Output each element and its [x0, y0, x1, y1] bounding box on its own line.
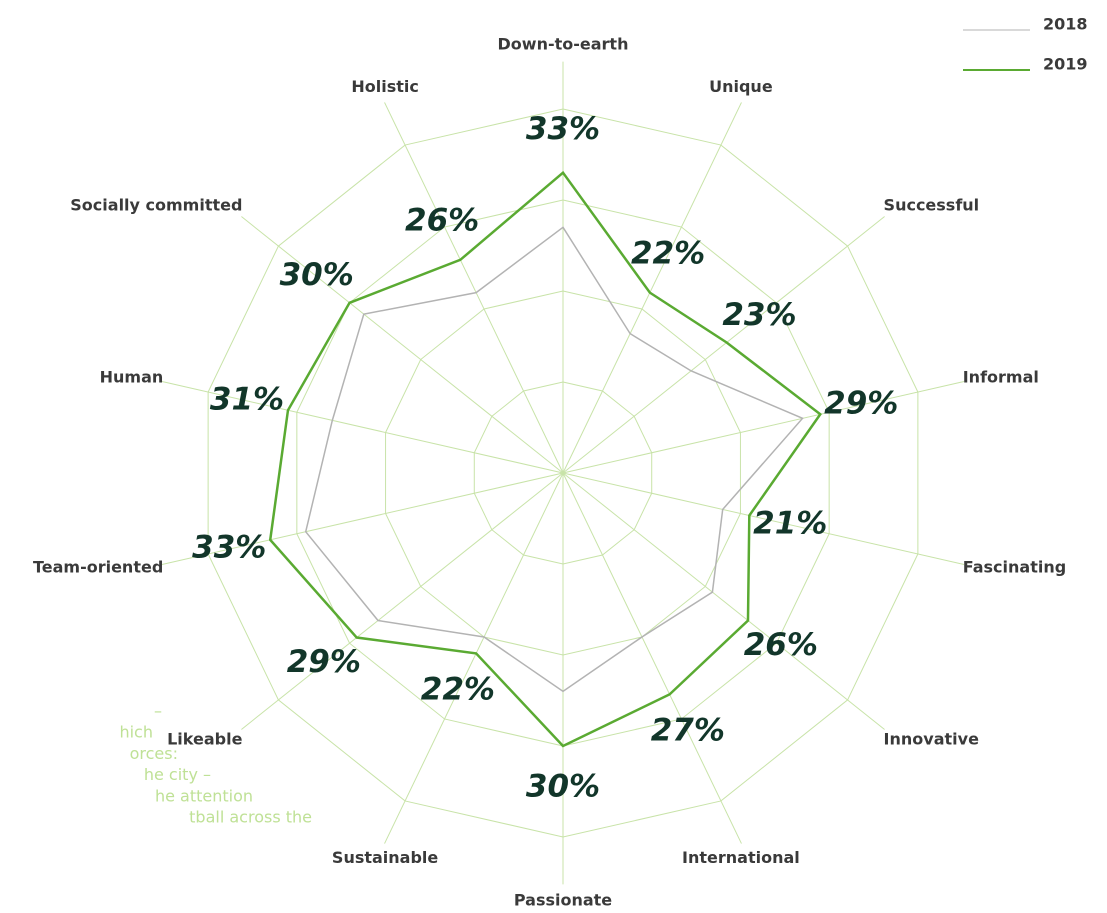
spoke: [161, 380, 564, 474]
value-label: 31%: [210, 381, 284, 417]
axis-label: Unique: [709, 77, 773, 96]
value-label: 26%: [405, 202, 479, 238]
spoke: [562, 472, 965, 566]
value-label: 22%: [631, 235, 705, 271]
axis-label: Informal: [963, 367, 1039, 386]
value-label: 27%: [651, 713, 725, 749]
spoke: [562, 102, 742, 474]
axis-label: Socially committed: [70, 196, 242, 215]
spoke: [241, 472, 564, 730]
value-label: 30%: [280, 257, 354, 293]
spoke: [241, 216, 564, 474]
axis-label: Likeable: [167, 729, 242, 748]
side-text: –: [154, 702, 162, 721]
value-label: 30%: [526, 769, 600, 805]
value-label: 33%: [192, 530, 266, 566]
side-text: he city –: [144, 765, 211, 784]
axis-label: Holistic: [351, 77, 419, 96]
series-line: [304, 226, 804, 693]
side-text: orces:: [130, 744, 178, 763]
axis-label: Team-oriented: [33, 558, 163, 577]
side-text: he attention: [155, 786, 253, 805]
side-text: hich: [119, 723, 153, 742]
value-label: 33%: [526, 111, 600, 147]
value-label: 22%: [421, 672, 495, 708]
side-text: tball across the: [189, 808, 312, 827]
axis-label: Sustainable: [332, 848, 438, 867]
axis-label: Down-to-earth: [498, 35, 629, 54]
axis-label: Successful: [884, 196, 980, 215]
spoke: [562, 380, 965, 474]
value-label: 29%: [824, 385, 898, 421]
spoke: [384, 472, 564, 844]
axis-label: Human: [100, 367, 164, 386]
spoke: [562, 472, 885, 730]
series-line: [268, 170, 822, 748]
value-label: 23%: [722, 297, 796, 333]
axis-label: Passionate: [514, 891, 612, 910]
axis-label: International: [682, 848, 800, 867]
spoke: [562, 216, 885, 474]
spoke: [161, 472, 564, 566]
spoke: [384, 102, 564, 474]
value-label: 26%: [744, 627, 818, 663]
axis-label: Fascinating: [963, 558, 1066, 577]
spoke: [562, 472, 742, 844]
value-label: 29%: [287, 644, 361, 680]
value-label: 21%: [753, 505, 827, 541]
legend-label: 2018: [1043, 15, 1088, 34]
axis-label: Innovative: [884, 729, 980, 748]
legend-label: 2019: [1043, 55, 1088, 74]
